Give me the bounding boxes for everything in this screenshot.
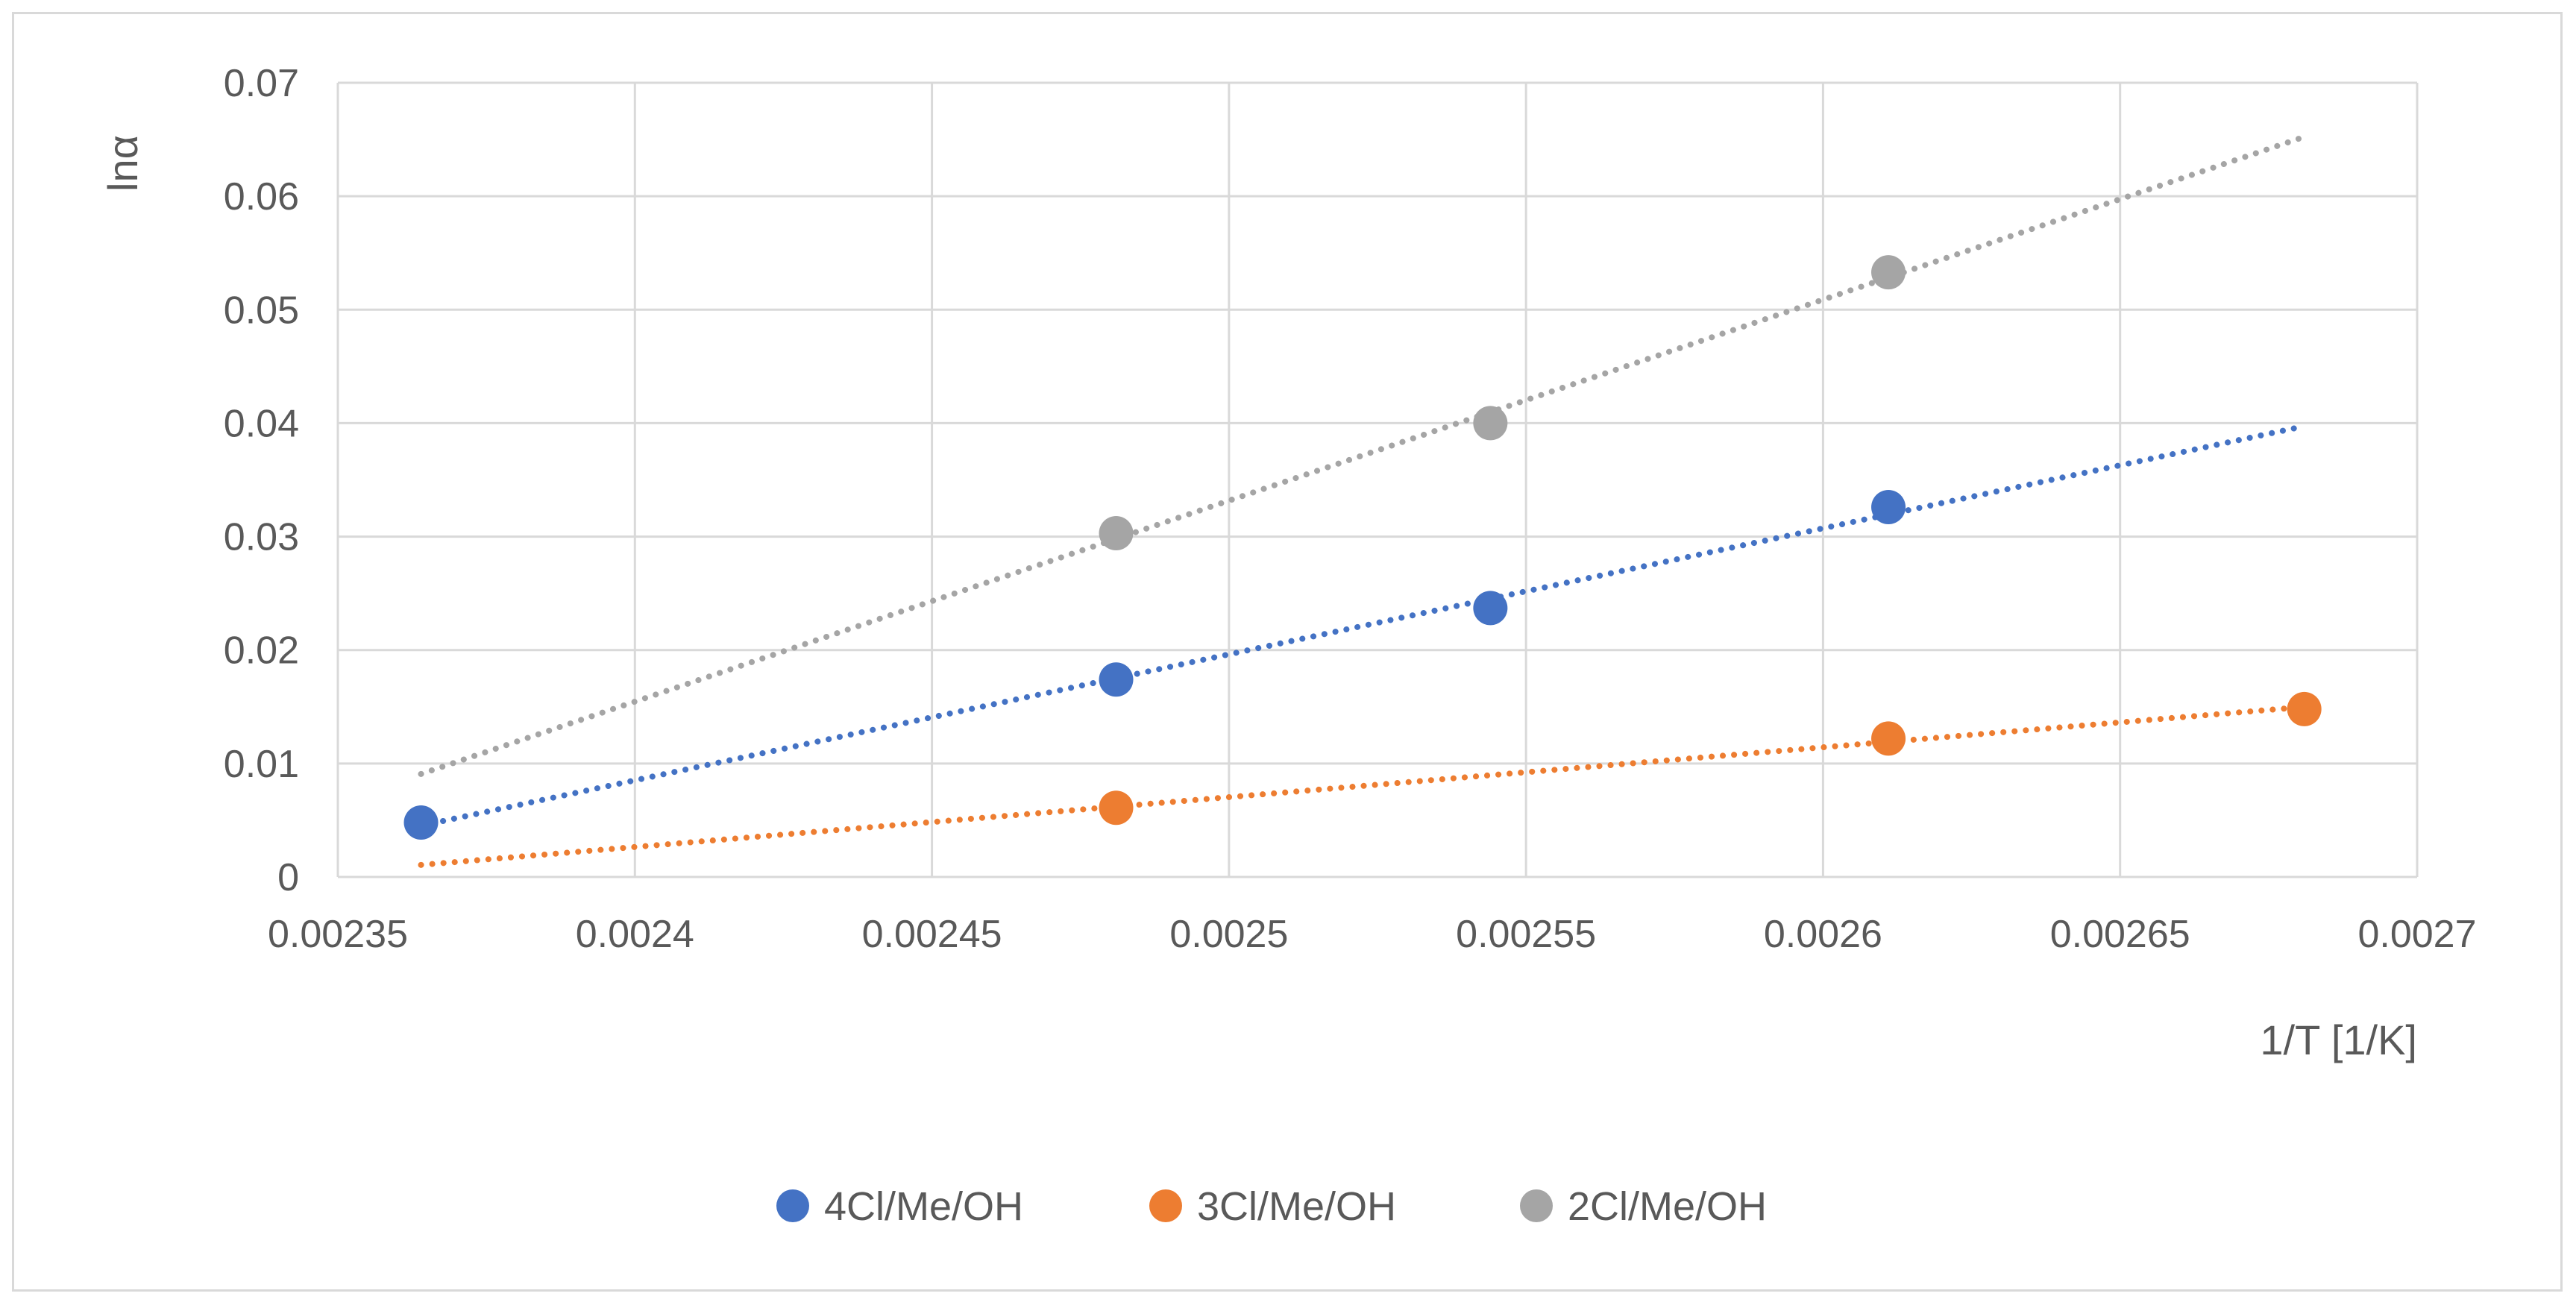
trendline-3cl-me-oh bbox=[418, 703, 2308, 868]
legend-marker bbox=[776, 1189, 809, 1222]
legend-item-3cl-me-oh: 3Cl/Me/OH bbox=[1149, 1184, 1396, 1229]
x-tick-label: 0.00235 bbox=[268, 913, 408, 956]
x-axis-title: 1/T [1/K] bbox=[2260, 1016, 2417, 1063]
y-tick-label: 0.07 bbox=[224, 62, 299, 105]
x-tick-label: 0.00265 bbox=[2050, 913, 2190, 956]
trendline-layer bbox=[418, 133, 2308, 868]
y-tick-label: 0 bbox=[277, 856, 299, 899]
legend: 4Cl/Me/OH 3Cl/Me/OH 2Cl/Me/OH bbox=[776, 1184, 1767, 1229]
grid-layer bbox=[336, 81, 2419, 878]
y-tick-label: 0.05 bbox=[224, 289, 299, 332]
x-tick-label: 0.00255 bbox=[1456, 913, 1596, 956]
y-tick-label: 0.02 bbox=[224, 629, 299, 673]
data-point-layer bbox=[403, 255, 2322, 840]
x-tick-label: 0.00245 bbox=[862, 913, 1002, 956]
x-tick-label: 0.0024 bbox=[576, 913, 694, 956]
legend-marker bbox=[1520, 1189, 1553, 1222]
y-tick-label: 0.01 bbox=[224, 743, 299, 786]
y-axis-title: lnα bbox=[99, 135, 146, 192]
x-tick-label: 0.0027 bbox=[2357, 913, 2476, 956]
legend-marker bbox=[1149, 1189, 1182, 1222]
data-point-4cl-me-oh bbox=[1473, 591, 1508, 626]
data-point-2cl-me-oh bbox=[1099, 516, 1134, 551]
data-point-2cl-me-oh bbox=[1473, 406, 1508, 441]
legend-item-4cl-me-oh: 4Cl/Me/OH bbox=[776, 1184, 1023, 1229]
chart-frame: 0.00235 0.0024 0.00245 0.0025 0.00255 0.0026 0… bbox=[12, 12, 2563, 1292]
legend-item-2cl-me-oh: 2Cl/Me/OH bbox=[1520, 1184, 1767, 1229]
trendline-2cl-me-oh bbox=[418, 133, 2308, 777]
data-point-3cl-me-oh bbox=[1871, 721, 1906, 756]
data-point-2cl-me-oh bbox=[1871, 255, 1906, 290]
data-point-4cl-me-oh bbox=[1099, 662, 1134, 697]
chart-svg: 0.00235 0.0024 0.00245 0.0025 0.00255 0.0026 0… bbox=[99, 62, 2477, 1229]
x-tick-label: 0.0025 bbox=[1169, 913, 1288, 956]
y-tick-label: 0.04 bbox=[224, 402, 299, 445]
data-point-3cl-me-oh bbox=[1099, 790, 1134, 826]
data-point-4cl-me-oh bbox=[403, 805, 439, 840]
trendline-4cl-me-oh bbox=[418, 423, 2308, 829]
y-tick-label: 0.03 bbox=[224, 516, 299, 559]
tick-label-layer: 0.00235 0.0024 0.00245 0.0025 0.00255 0.0026 0… bbox=[224, 62, 2477, 956]
legend-label: 3Cl/Me/OH bbox=[1197, 1184, 1396, 1229]
legend-label: 4Cl/Me/OH bbox=[824, 1184, 1023, 1229]
x-tick-label: 0.0026 bbox=[1764, 913, 1882, 956]
y-tick-label: 0.06 bbox=[224, 175, 299, 218]
data-point-4cl-me-oh bbox=[1871, 490, 1906, 525]
data-point-3cl-me-oh bbox=[2287, 691, 2322, 726]
legend-label: 2Cl/Me/OH bbox=[1568, 1184, 1767, 1229]
